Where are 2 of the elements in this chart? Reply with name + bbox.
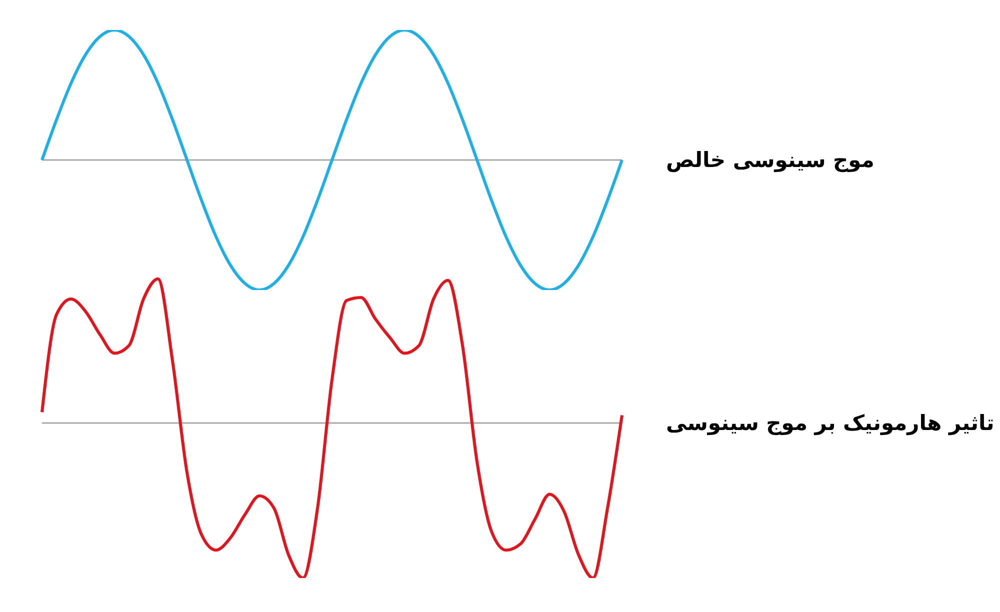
text: تاثیر هارمونیک بر موج سینوسی (666, 411, 994, 436)
text: موج سینوسی خالص (666, 148, 874, 173)
